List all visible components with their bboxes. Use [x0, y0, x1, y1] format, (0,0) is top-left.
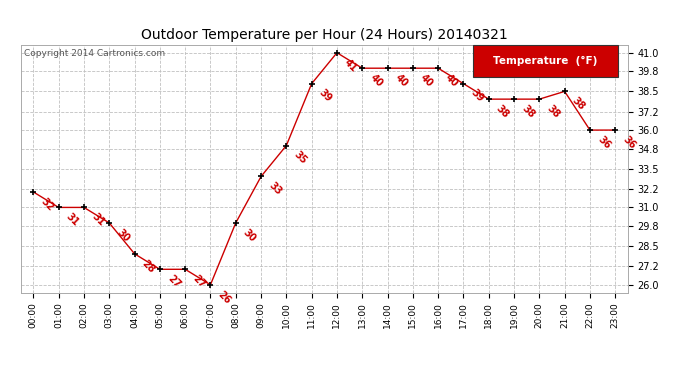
Text: 36: 36: [595, 134, 612, 151]
Text: 41: 41: [342, 57, 359, 74]
Text: 27: 27: [190, 273, 207, 290]
Text: 38: 38: [545, 103, 562, 120]
Text: 27: 27: [166, 273, 182, 290]
Text: 31: 31: [90, 211, 106, 228]
Text: 36: 36: [621, 134, 638, 151]
Text: 39: 39: [469, 88, 486, 105]
Text: 38: 38: [570, 96, 587, 112]
Text: Copyright 2014 Cartronics.com: Copyright 2014 Cartronics.com: [24, 49, 166, 58]
Text: 38: 38: [520, 103, 536, 120]
Text: 26: 26: [216, 289, 233, 306]
Text: 30: 30: [241, 227, 258, 244]
Text: 39: 39: [317, 88, 334, 105]
Text: 40: 40: [418, 72, 435, 89]
Text: 28: 28: [140, 258, 157, 275]
Text: 32: 32: [39, 196, 55, 213]
Text: 38: 38: [494, 103, 511, 120]
Text: 33: 33: [266, 181, 283, 197]
Text: 40: 40: [368, 72, 384, 89]
Text: Temperature  (°F): Temperature (°F): [493, 56, 598, 66]
Title: Outdoor Temperature per Hour (24 Hours) 20140321: Outdoor Temperature per Hour (24 Hours) …: [141, 28, 508, 42]
Text: 40: 40: [393, 72, 410, 89]
Text: 40: 40: [444, 72, 460, 89]
Text: 35: 35: [292, 150, 308, 166]
Text: 31: 31: [64, 211, 81, 228]
Text: 30: 30: [115, 227, 131, 244]
